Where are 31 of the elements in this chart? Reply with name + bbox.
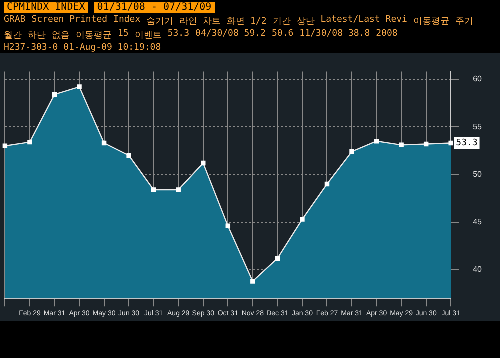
y-tick-label: 55 [473, 122, 483, 132]
text: 없음 [52, 30, 70, 42]
text: 이벤트 [134, 30, 162, 42]
text: Screen Printed [32, 15, 108, 27]
text: 하단 [28, 30, 46, 42]
text: 11/30/08 38.8 [300, 29, 370, 41]
text: 주기 [455, 16, 474, 28]
text: 50.6 [272, 29, 294, 41]
text: 상단 [296, 16, 315, 28]
y-tick-label: 40 [473, 265, 483, 274]
text: 이동평균 [413, 16, 450, 28]
text: 이동평균 [76, 30, 112, 42]
text: 화면 1/2 [227, 16, 267, 28]
text: 53.3 [168, 29, 190, 41]
y-tick-label: 60 [473, 74, 483, 84]
text: 숨기기 [146, 16, 174, 28]
text: Index [114, 15, 141, 27]
text: 15 [118, 29, 129, 41]
text: 월간 [4, 30, 22, 42]
text: 기간 [272, 16, 291, 28]
text: 04/30/08 59.2 [196, 29, 266, 41]
chart-subtitle: 01/31/08 - 07/31/09 [94, 2, 215, 13]
text: Latest/Last Revi [320, 15, 408, 27]
chart-title: CPMINDX INDEX [4, 2, 88, 13]
y-tick-label: 45 [473, 218, 483, 227]
data-label: 53.3 [456, 138, 478, 149]
y-tick-label: 50 [473, 170, 483, 179]
text: 라인 차트 [180, 16, 222, 28]
text: GRAB [4, 15, 26, 27]
text: H237-303-0 01-Aug-09 10:19:08 [4, 43, 162, 53]
text: 2008 [376, 29, 398, 41]
